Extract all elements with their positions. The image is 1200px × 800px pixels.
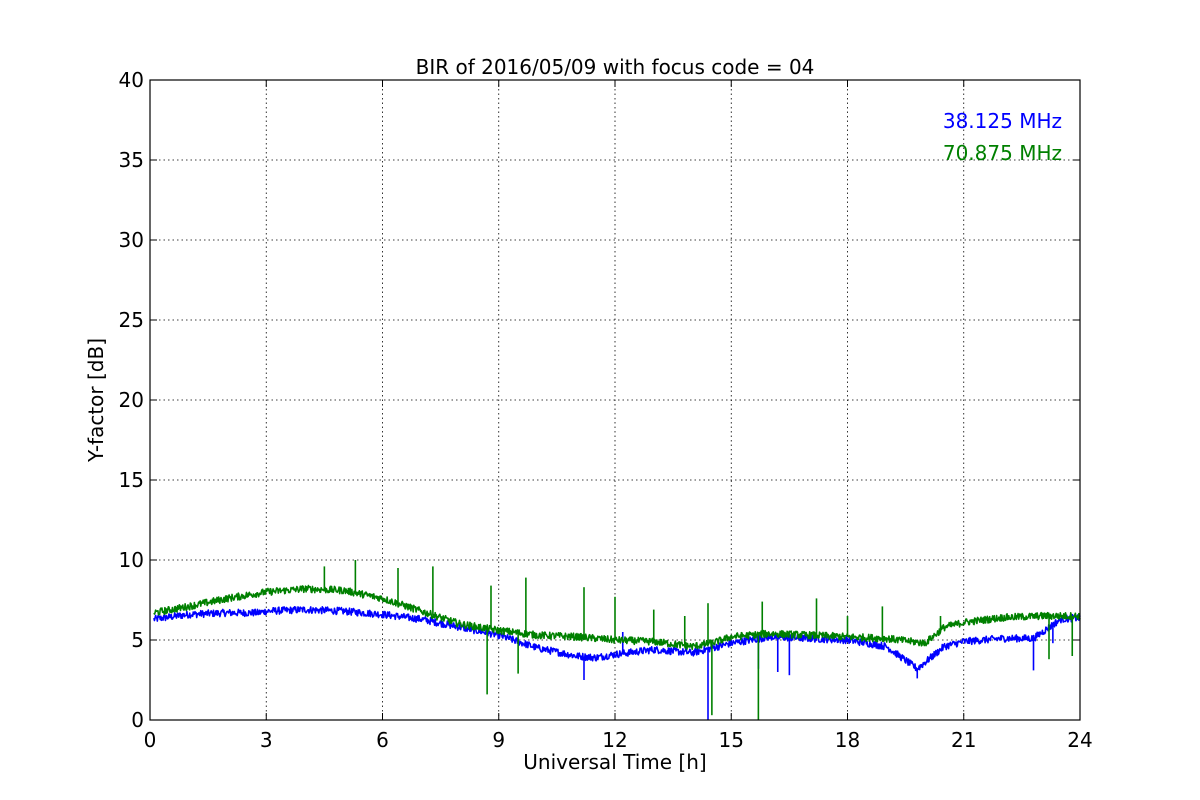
x-tick-label: 3 <box>260 728 273 752</box>
x-tick-label: 0 <box>144 728 157 752</box>
x-tick-label: 6 <box>376 728 389 752</box>
y-tick-label: 40 <box>119 68 144 92</box>
y-tick-label: 0 <box>131 708 144 732</box>
x-tick-label: 24 <box>1067 728 1092 752</box>
series-1 <box>153 560 1081 720</box>
x-axis-label: Universal Time [h] <box>523 750 706 774</box>
ticks: 0 3 6 9 12 15 18 21 24 0 5 10 15 20 25 30 35 40 <box>119 68 1093 752</box>
x-tick-label: 15 <box>719 728 744 752</box>
y-tick-label: 35 <box>119 148 144 172</box>
chart-title: BIR of 2016/05/09 with focus code = 04 <box>416 55 815 79</box>
series-layer <box>153 560 1081 720</box>
x-tick-label: 18 <box>835 728 860 752</box>
x-tick-label: 9 <box>492 728 505 752</box>
legend-entry-38mhz: 38.125 MHz <box>943 109 1062 133</box>
y-axis-label: Y-factor [dB] <box>84 338 108 463</box>
series-line <box>153 584 1081 651</box>
y-tick-label: 15 <box>119 468 144 492</box>
y-tick-label: 5 <box>131 628 144 652</box>
y-tick-label: 30 <box>119 228 144 252</box>
series-line <box>153 605 1081 672</box>
y-tick-label: 25 <box>119 308 144 332</box>
x-tick-label: 21 <box>951 728 976 752</box>
legend-entry-70mhz: 70.875 MHz <box>943 141 1062 165</box>
x-tick-label: 12 <box>602 728 627 752</box>
y-tick-label: 20 <box>119 388 144 412</box>
y-tick-label: 10 <box>119 548 144 572</box>
